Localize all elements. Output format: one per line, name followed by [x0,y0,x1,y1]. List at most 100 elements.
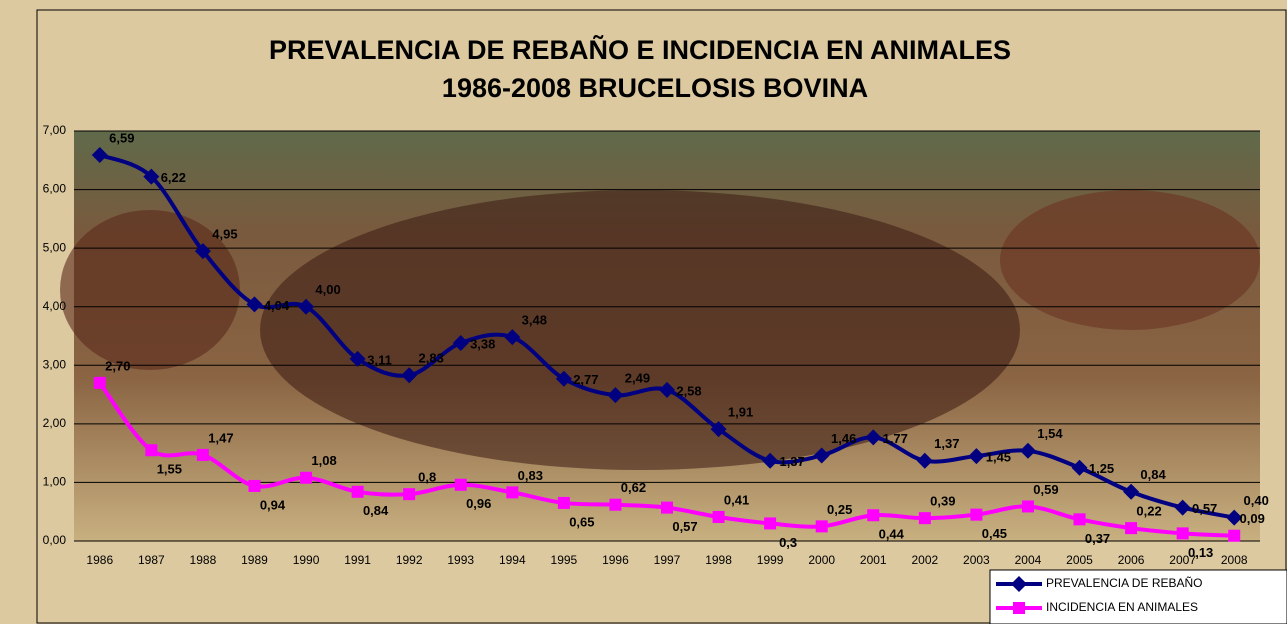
data-label: 0,96 [466,496,491,511]
data-point [349,350,366,367]
photo-shape [60,210,240,370]
x-tick-label: 2004 [1015,553,1042,567]
x-tick-label: 1999 [757,553,784,567]
photo-shape [1000,190,1260,330]
data-point [968,448,985,465]
data-label: 1,46 [831,431,856,446]
data-label: 4,95 [212,227,237,242]
x-tick-label: 1997 [654,553,681,567]
x-tick-label: 1995 [551,553,578,567]
data-point [1123,483,1140,500]
y-tick-label: 1,00 [43,475,67,489]
data-point [712,510,725,523]
data-point [194,243,211,260]
data-point [1019,442,1036,459]
data-point [1021,500,1034,513]
data-label: 2,83 [419,351,444,366]
data-point [916,452,933,469]
x-tick-label: 2000 [808,553,835,567]
data-point [609,498,622,511]
y-tick-label: 3,00 [43,357,67,371]
data-label: 0,09 [1240,511,1265,526]
data-point [1226,509,1243,526]
x-tick-label: 2006 [1118,553,1145,567]
data-label: 0,84 [363,503,389,518]
y-tick-label: 6,00 [43,182,67,196]
data-label: 1,37 [779,454,804,469]
legend [989,569,1287,624]
data-point [1071,459,1088,476]
data-label: 1,54 [1037,426,1063,441]
data-point [815,520,828,533]
data-label: 0,40 [1244,493,1269,508]
data-label: 2,77 [573,372,598,387]
data-label: 3,48 [522,313,547,328]
data-point [710,421,727,438]
data-point [454,478,467,491]
data-label: 4,00 [315,282,340,297]
x-tick-label: 1986 [86,553,113,567]
data-label: 2,58 [676,383,701,398]
data-point [918,512,931,525]
chart-border [36,9,1287,624]
data-point [557,496,570,509]
data-label: 0,57 [1192,501,1217,516]
data-label: 6,22 [161,170,186,185]
data-label: 0,83 [518,468,543,483]
data-label: 1,47 [208,430,233,445]
data-point [1011,576,1027,592]
x-tick-label: 2001 [860,553,887,567]
x-tick-label: 1994 [499,553,526,567]
data-point [1013,602,1025,614]
x-tick-label: 1998 [705,553,732,567]
data-point [401,367,418,384]
data-point [1174,499,1191,516]
y-tick-label: 5,00 [43,240,67,254]
data-point [970,508,983,521]
x-tick-label: 1989 [241,553,268,567]
photo-shape [260,190,1020,470]
data-label: 1,08 [311,453,336,468]
data-label: 1,91 [728,405,753,420]
data-point [506,486,519,499]
data-label: 1,37 [934,436,959,451]
data-label: 0,3 [779,535,797,550]
data-label: 0,84 [1140,467,1166,482]
data-point [196,448,209,461]
data-point [1176,527,1189,540]
y-tick-label: 7,00 [43,123,67,137]
data-label: 6,59 [109,130,134,145]
data-label: 0,41 [724,492,749,507]
x-tick-label: 1988 [190,553,217,567]
y-tick-label: 0,00 [43,533,67,547]
data-point [143,168,160,185]
data-point [661,501,673,514]
data-label: 2,49 [625,371,650,386]
data-point [659,381,675,398]
data-label: 0,8 [418,470,436,485]
chart-subtitle: 1986-2008 BRUCELOSIS BOVINA [442,73,868,103]
data-label: 0,94 [260,497,286,512]
data-point [351,485,364,498]
data-point [1228,529,1241,542]
data-label: 0,65 [569,514,594,529]
data-point [248,479,261,492]
x-tick-label: 1992 [396,553,423,567]
chart-title: PREVALENCIA DE REBAÑO E INCIDENCIA EN AN… [269,34,1011,65]
data-label: 0,62 [621,480,646,495]
x-tick-label: 1987 [138,553,165,567]
series-line [99,153,1235,520]
data-point [762,452,779,469]
x-tick-label: 2002 [911,553,938,567]
data-point [555,370,572,387]
data-point [867,509,880,522]
data-label: 0,25 [827,502,852,517]
data-label: 1,55 [157,462,182,477]
data-label: 3,11 [367,352,392,367]
x-tick-label: 2003 [963,553,990,567]
x-tick-label: 1991 [344,553,371,567]
y-tick-label: 4,00 [43,299,67,313]
data-point [246,296,263,313]
x-tick-label: 2007 [1169,553,1196,567]
